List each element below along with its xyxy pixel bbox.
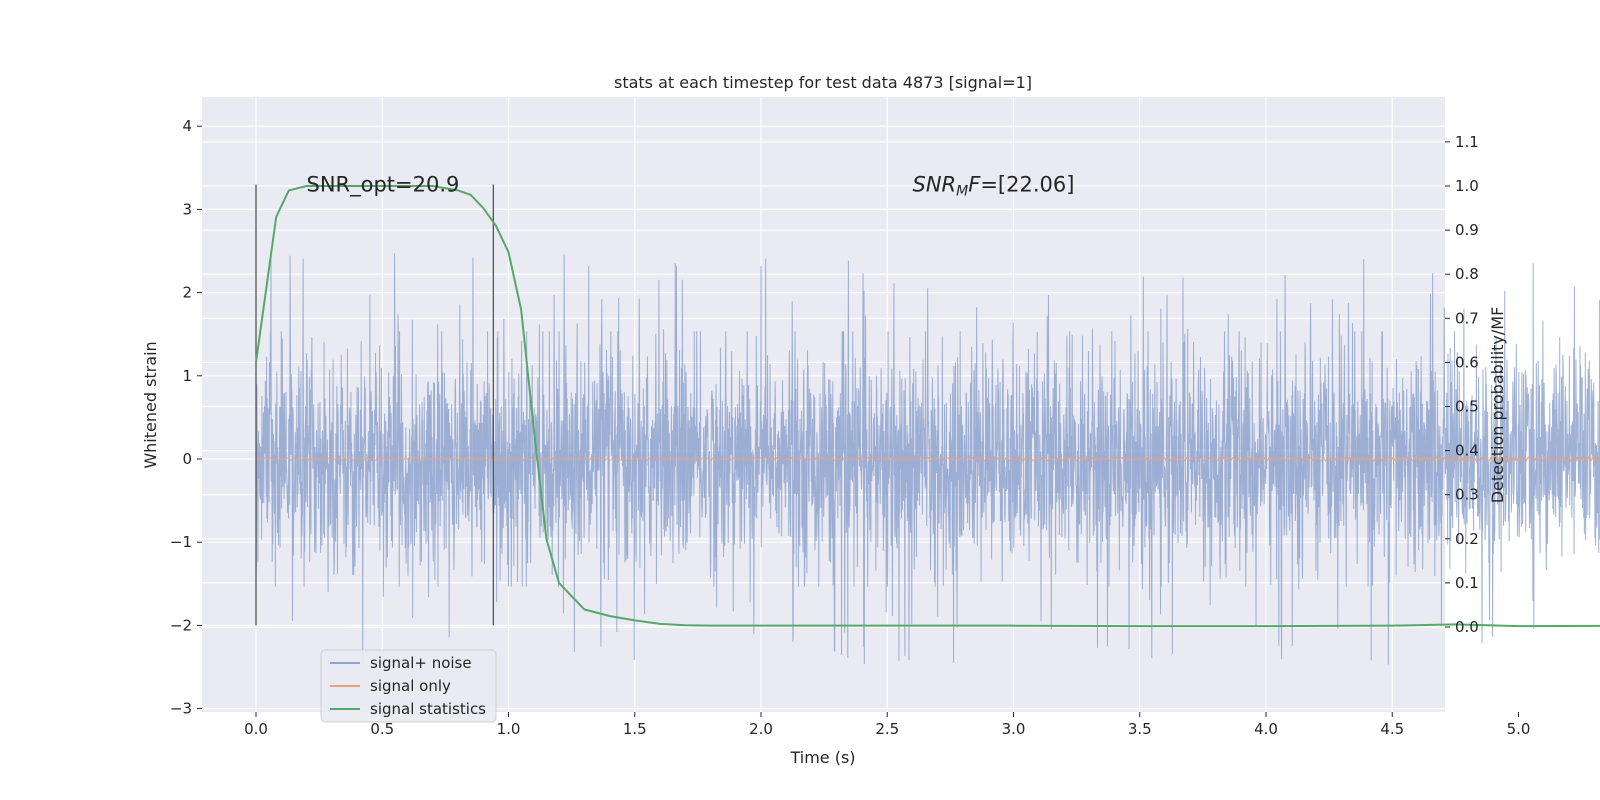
x-tick-label: 3.5 [1128,720,1152,738]
y2-tick-label: 0.0 [1455,618,1479,636]
annotation-part: M [956,183,968,199]
y2-axis-ticks: 0.0 0.1 0.2 0.3 0.4 0.5 0.6 0.7 0.8 0.9 1.0 1.1 [1445,133,1479,636]
vertical-markers [255,184,495,626]
annotation-part: SNR [913,172,957,196]
legend: signal+ noise signal only signal statist… [320,649,497,723]
y2-axis-label: Detection probability/MF [1488,307,1507,504]
x-tick-label: 0.5 [370,720,394,738]
x-axis-label: Time (s) [789,748,855,767]
annotation-part: F [968,172,981,196]
annotation-snr-mf: SNRMF=[22.06] [913,172,1075,199]
x-tick-label: 4.5 [1380,720,1404,738]
y2-tick-label: 0.5 [1455,398,1479,416]
y-tick-label: 3 [182,200,192,218]
series-signal-statistics [255,185,1600,628]
x-tick-label: 2.0 [749,720,773,738]
legend-box [320,649,497,723]
y2-tick-label: 0.7 [1455,309,1479,327]
y2-tick-label: 0.9 [1455,221,1479,239]
y2-tick-label: 0.8 [1455,265,1479,283]
legend-label-signal-only: signal only [370,677,451,695]
y-axis-ticks: −3 −2 −1 0 1 2 3 4 [170,117,202,718]
signal-statistics-line [255,185,1600,628]
y-tick-label: 0 [182,450,192,468]
legend-label-signal-plus-noise: signal+ noise [370,654,472,672]
y2-tick-label: 0.3 [1455,486,1479,504]
legend-label-signal-statistics: signal statistics [370,700,486,718]
x-tick-label: 1.5 [623,720,647,738]
y2-tick-label: 0.4 [1455,442,1479,460]
y2-tick-label: 1.0 [1455,177,1479,195]
y2-tick-label: 0.2 [1455,530,1479,548]
annotation-snr-opt: SNR_opt=20.9 [307,172,460,197]
series-signal-plus-noise [255,253,1600,665]
x-tick-label: 3.0 [1002,720,1026,738]
x-tick-label: 2.5 [875,720,899,738]
y-tick-label: −1 [170,533,192,551]
signal-only-line [255,456,1600,462]
annotation-part: SNR_opt=20.9 [307,172,460,197]
x-tick-label: 4.0 [1254,720,1278,738]
x-axis-ticks: 0.00.51.01.52.02.53.03.54.04.55.05.56.06… [244,712,1531,738]
y2-tick-label: 0.6 [1455,353,1479,371]
y2-tick-label: 0.1 [1455,574,1479,592]
x-tick-label: 5.0 [1507,720,1531,738]
x-tick-label: 0.0 [244,720,268,738]
y-axis-label: Whitened strain [141,341,160,468]
annotation-part: =[22.06] [980,172,1074,196]
series-signal-only [255,456,1600,462]
y-tick-label: 1 [182,367,192,385]
y2-tick-label: 1.1 [1455,133,1479,151]
y-tick-label: 2 [182,284,192,302]
y-tick-label: −3 [170,700,192,718]
y-tick-label: 4 [182,117,192,135]
y-tick-label: −2 [170,616,192,634]
chart-title: stats at each timestep for test data 487… [614,73,1032,92]
signal-plus-noise-line [255,253,1600,665]
x-tick-label: 1.0 [497,720,521,738]
